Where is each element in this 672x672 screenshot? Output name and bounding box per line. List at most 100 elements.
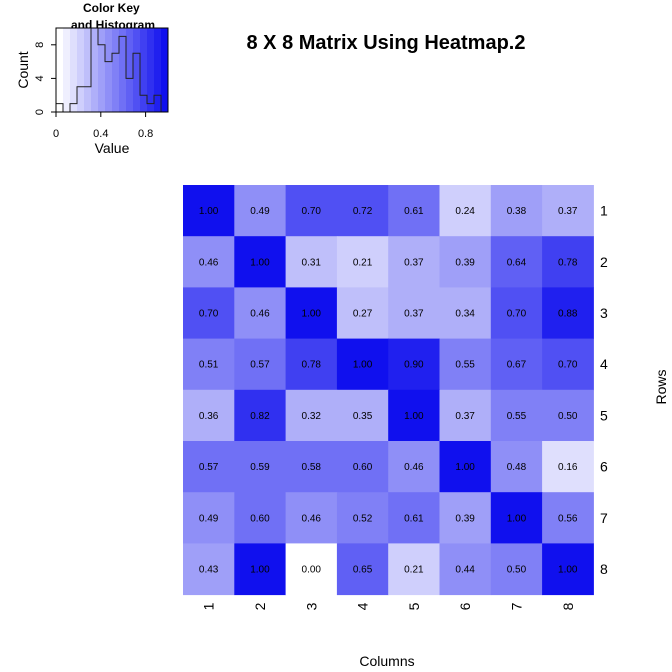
- color-key-band: [112, 28, 120, 112]
- heatmap-cell-label: 0.37: [404, 257, 424, 268]
- heatmap-cell-label: 1.00: [250, 565, 270, 576]
- heatmap-cell-labels: 1.00 0.49 0.70 0.72 0.61 0.24 0.38 0.37 0.46 1.00…: [199, 206, 578, 575]
- color-key-band: [84, 28, 92, 112]
- heatmap-cell: [542, 441, 594, 493]
- heatmap-cell: [490, 185, 543, 237]
- heatmap-cell: [234, 441, 287, 493]
- color-key-x-label: Value: [95, 140, 130, 156]
- color-key-band: [91, 28, 99, 112]
- heatmap-cell: [183, 543, 235, 596]
- heatmap-column-tick-labels: 1 2 3 4 5 6 7 8: [201, 602, 576, 610]
- heatmap-cell-label: 0.39: [455, 513, 475, 524]
- heatmap-cell-label: 0.78: [558, 257, 578, 268]
- heatmap-cell: [439, 492, 492, 544]
- heatmap-cell-label: 1.00: [302, 309, 322, 320]
- heatmap-cell: [388, 236, 440, 288]
- color-key-band: [161, 28, 169, 112]
- heatmap-column-tick-label: 2: [252, 602, 268, 610]
- heatmap-cell: [234, 287, 287, 340]
- heatmap-cell-label: 0.90: [404, 360, 424, 371]
- heatmap-cell-label: 0.36: [199, 411, 219, 422]
- color-key-x-tick-label: 0.8: [138, 128, 153, 140]
- heatmap-cell: [439, 287, 492, 340]
- heatmap-cell: [183, 287, 235, 340]
- heatmap-cell-label: 0.16: [558, 462, 578, 473]
- heatmap-cell-label: 0.70: [199, 309, 219, 320]
- heatmap-cell-label: 0.44: [455, 565, 475, 576]
- heatmap-row-tick-label: 8: [600, 561, 608, 577]
- color-key-title: Color Key and Histogram: [71, 1, 155, 32]
- heatmap-cell-label: 0.61: [404, 513, 424, 524]
- heatmap-cell-label: 0.82: [250, 411, 270, 422]
- heatmap-cell: [388, 287, 440, 340]
- heatmap-cell: [183, 185, 235, 237]
- heatmap-cell: [388, 389, 440, 442]
- color-key-y-tick-label: 4: [34, 75, 46, 81]
- heatmap-cell-label: 0.70: [302, 206, 322, 217]
- heatmap-cell-label: 0.67: [507, 360, 527, 371]
- heatmap-cell-label: 1.00: [353, 360, 373, 371]
- heatmap-cell: [285, 492, 338, 544]
- heatmap-cell-label: 0.46: [250, 309, 270, 320]
- heatmap-cell-label: 0.39: [455, 257, 475, 268]
- heatmap-cell-label: 0.60: [353, 462, 373, 473]
- heatmap-cell-label: 0.37: [404, 309, 424, 320]
- heatmap-cell-label: 0.65: [353, 565, 373, 576]
- heatmap-cell-label: 0.50: [507, 565, 527, 576]
- heatmap-cell: [336, 543, 389, 596]
- color-key-band: [98, 28, 106, 112]
- heatmap-cell-label: 0.38: [507, 206, 527, 217]
- heatmap-column-tick-label: 7: [508, 602, 524, 610]
- heatmap-cell: [336, 236, 389, 288]
- heatmap-cell: [183, 492, 235, 544]
- heatmap-cell-label: 0.64: [507, 257, 527, 268]
- heatmap-cell-label: 0.43: [199, 565, 219, 576]
- heatmap-cell: [542, 236, 594, 288]
- y-axis-label: Rows: [653, 369, 669, 404]
- heatmap-cell-label: 0.21: [404, 565, 424, 576]
- heatmap-row-tick-label: 1: [600, 203, 608, 219]
- heatmap-cell-label: 0.58: [302, 462, 322, 473]
- heatmap-row-tick-label: 2: [600, 254, 608, 270]
- heatmap-column-tick-label: 5: [406, 602, 422, 610]
- heatmap-cell-label: 1.00: [199, 206, 219, 217]
- heatmap-cell: [336, 492, 389, 544]
- heatmap-cell: [388, 338, 440, 391]
- color-key-band: [70, 28, 78, 112]
- heatmap-cell: [336, 389, 389, 442]
- color-key-band: [147, 28, 155, 112]
- heatmap-cell: [336, 338, 389, 391]
- heatmap-cell-label: 1.00: [507, 513, 527, 524]
- heatmap-cell: [439, 185, 492, 237]
- heatmap-cell-label: 0.31: [302, 257, 322, 268]
- heatmap-column-tick-label: 3: [303, 602, 319, 610]
- color-key-gradient: [56, 28, 169, 112]
- heatmap-cell: [285, 441, 338, 493]
- color-key-band: [56, 28, 64, 112]
- heatmap-column-tick-label: 4: [355, 602, 371, 610]
- heatmap-cell-label: 0.46: [199, 257, 219, 268]
- heatmap-cell-label: 1.00: [404, 411, 424, 422]
- heatmap-cell-label: 0.61: [404, 206, 424, 217]
- color-key-y-label: Count: [15, 51, 31, 88]
- heatmap-cell-label: 0.57: [250, 360, 270, 371]
- heatmap-cell-label: 0.78: [302, 360, 322, 371]
- color-key-band: [77, 28, 85, 112]
- heatmap-cell-label: 0.88: [558, 309, 578, 320]
- color-key-y-tick-label: 0: [34, 109, 46, 115]
- heatmap-cell-label: 0.46: [302, 513, 322, 524]
- heatmap-column-tick-label: 6: [457, 602, 473, 610]
- heatmap-cell: [542, 185, 594, 237]
- heatmap-cell: [336, 441, 389, 493]
- heatmap-cell: [542, 492, 594, 544]
- heatmap-column-tick-label: 1: [201, 602, 217, 610]
- color-key-band: [133, 28, 141, 112]
- heatmap-cell: [285, 236, 338, 288]
- heatmap-cell: [388, 543, 440, 596]
- color-key-title-line-1: Color Key: [83, 1, 140, 15]
- heatmap-cell: [388, 492, 440, 544]
- heatmap-cell-label: 0.60: [250, 513, 270, 524]
- heatmap-cell: [542, 543, 594, 596]
- heatmap-cell: [183, 338, 235, 391]
